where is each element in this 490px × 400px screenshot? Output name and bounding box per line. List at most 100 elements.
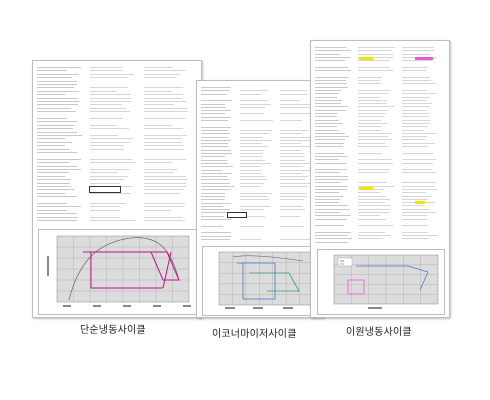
table-row-text	[315, 136, 349, 138]
table-row-text	[37, 67, 81, 68]
table-row-text	[358, 159, 393, 161]
table-row-text	[143, 107, 187, 109]
table-row-text	[37, 148, 69, 150]
table-row-text	[240, 225, 265, 227]
table-row-text	[90, 87, 129, 89]
table-row-text	[279, 225, 304, 227]
economizer-cycle-sheet	[196, 80, 324, 318]
table-row-text	[315, 175, 348, 177]
table-row-text	[143, 128, 183, 130]
table-row-text	[143, 70, 186, 72]
table-row-text	[90, 73, 135, 75]
table-row-text	[201, 195, 225, 197]
table-row-text	[37, 87, 74, 89]
table-row-text	[401, 50, 434, 52]
table-row-text	[143, 90, 172, 92]
table-row-text	[315, 155, 348, 157]
table-row-text	[315, 162, 346, 164]
table-row-text	[401, 215, 427, 217]
table-row-text	[315, 205, 348, 207]
table-row-text	[37, 124, 74, 126]
table-row-text	[358, 218, 387, 220]
table-row-text	[358, 182, 388, 184]
table-row-text	[315, 103, 341, 105]
table-row-text	[358, 113, 387, 114]
table-row-text	[279, 146, 313, 148]
table-row-text	[37, 196, 77, 198]
axis-label	[47, 256, 49, 276]
table-row-text	[358, 198, 391, 200]
table-row-text	[201, 215, 224, 217]
table-row-text	[358, 172, 389, 174]
table-row-text	[401, 205, 424, 207]
table-row-text	[37, 165, 77, 167]
highlighted-value-box	[89, 186, 121, 193]
table-row-text	[143, 182, 186, 184]
table-row-text	[358, 202, 386, 204]
table-row-text	[37, 111, 76, 113]
table-row-text	[240, 136, 264, 138]
table-row-text	[401, 235, 438, 237]
table-row-text	[315, 139, 345, 141]
table-row-text	[37, 189, 74, 191]
table-row-text	[401, 188, 437, 190]
table-row-text	[37, 175, 65, 177]
table-row-text	[201, 186, 234, 187]
table-row-text	[315, 47, 346, 48]
table-row-text	[401, 76, 430, 78]
table-row-text	[201, 113, 225, 115]
table-row-text	[37, 118, 67, 119]
table-row-text	[401, 185, 435, 187]
table-row-text	[315, 66, 348, 68]
table-row-text	[143, 118, 186, 119]
table-row-text	[240, 139, 273, 141]
table-row-text	[201, 225, 223, 227]
table-row-text	[90, 209, 121, 211]
axis-tick-label	[283, 307, 293, 309]
table-row-text	[240, 129, 273, 131]
table-row-text	[315, 231, 351, 233]
table-row-text	[201, 110, 231, 112]
table-row-text	[315, 185, 348, 187]
table-row-text	[358, 109, 389, 111]
table-row-text	[201, 192, 225, 194]
table-row-text	[358, 136, 389, 138]
table-row-text	[240, 186, 262, 187]
table-row-text	[279, 159, 305, 161]
table-row-text	[201, 182, 230, 184]
table-row-text	[358, 146, 390, 147]
table-row-text	[240, 120, 274, 121]
table-row-text	[201, 159, 227, 161]
table-row-text	[37, 90, 79, 92]
table-row-text	[358, 50, 392, 52]
table-row-text	[90, 203, 127, 204]
table-row-text	[201, 139, 231, 141]
table-row-text	[240, 205, 271, 207]
table-row-text	[315, 86, 348, 88]
table-row-text	[37, 121, 77, 123]
table-row-text	[401, 152, 433, 154]
table-row-text	[90, 216, 120, 218]
table-row-text	[315, 83, 347, 85]
table-row-text	[401, 132, 437, 134]
legend-box	[337, 257, 353, 267]
table-row-text	[37, 73, 79, 75]
table-row-text	[37, 70, 67, 72]
table-row-text	[315, 129, 338, 131]
table-row-text	[90, 94, 132, 96]
cycle-line	[83, 251, 180, 281]
table-row-text	[240, 182, 265, 184]
table-row-text	[143, 77, 175, 79]
table-row-text	[143, 104, 174, 106]
table-row-text	[401, 70, 426, 72]
table-row-text	[358, 56, 394, 58]
highlight-yellow	[415, 201, 425, 204]
table-row-text	[90, 179, 125, 181]
table-row-text	[315, 152, 344, 154]
table-row-text	[201, 232, 231, 234]
table-row-text	[37, 84, 77, 85]
table-row-text	[315, 238, 352, 240]
cascade-cycle-ph-chart	[317, 249, 445, 315]
table-row-text	[37, 135, 82, 136]
table-row-text	[279, 205, 302, 207]
